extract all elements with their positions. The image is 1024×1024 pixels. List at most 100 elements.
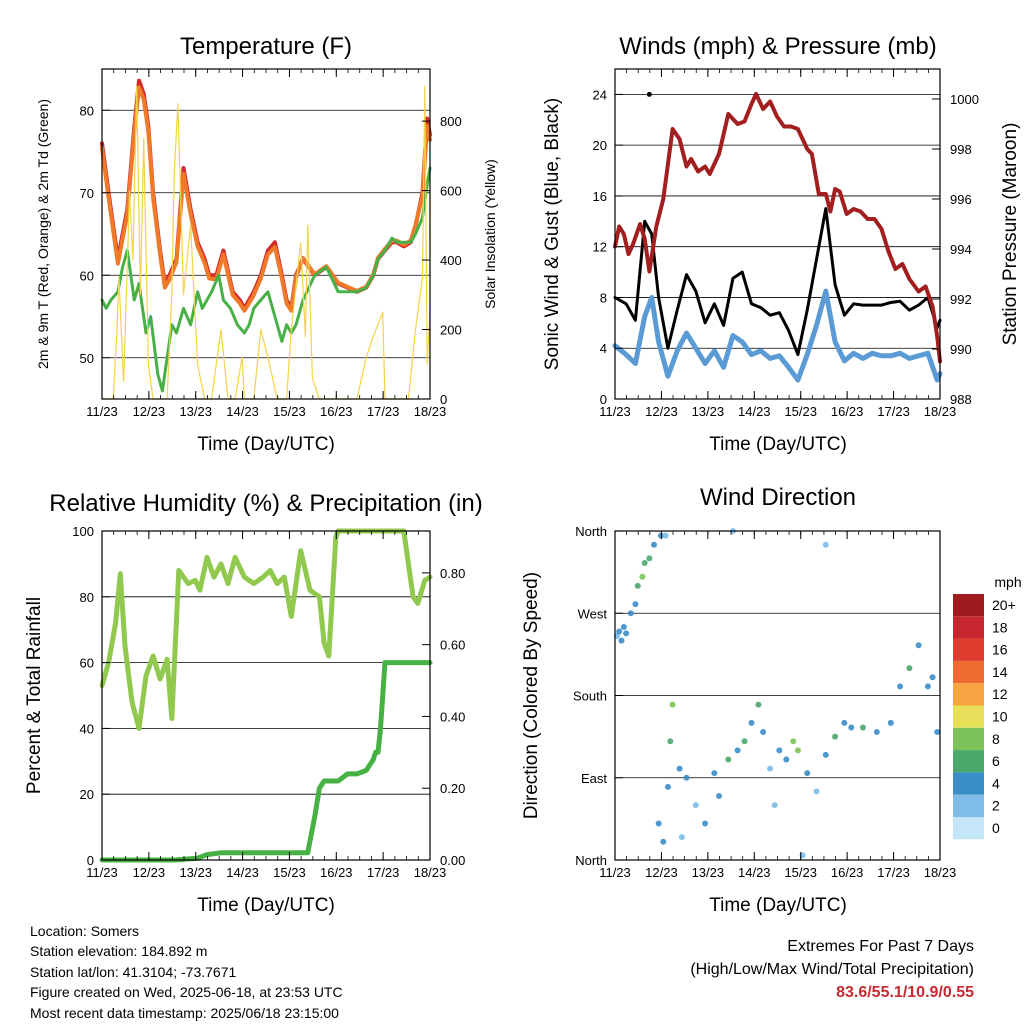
direction-point [664, 783, 671, 790]
x-tick-label: 11/23 [86, 404, 118, 419]
x-tick-label: 13/23 [179, 404, 212, 419]
y2-tick-label: 992 [950, 292, 972, 307]
direction-point [848, 724, 855, 731]
direction-point [748, 719, 755, 726]
colorbar-swatch [953, 794, 984, 817]
y-tick-label: 20 [593, 138, 607, 153]
y-tick-label: 70 [80, 186, 94, 201]
direction-point [734, 747, 741, 754]
direction-point [725, 756, 732, 763]
y-tick-label: 80 [80, 590, 94, 605]
direction-point [760, 729, 767, 736]
colorbar-label: 14 [992, 664, 1008, 680]
series-line-4 [101, 85, 431, 400]
y2-tick-label: 600 [440, 184, 462, 199]
y-tick-label: 50 [80, 351, 94, 366]
direction-point [676, 765, 683, 772]
y-tick-label: North [575, 524, 607, 539]
series-line-3 [100, 166, 432, 393]
x-tick-label: 18/23 [414, 404, 447, 419]
y-tick-label: 12 [593, 240, 607, 255]
direction-point [859, 724, 866, 731]
chart-title: Relative Humidity (%) & Precipitation (i… [49, 490, 482, 517]
x-tick-label: 13/23 [692, 865, 725, 880]
colorbar-label: 2 [992, 798, 1000, 814]
direction-point [776, 747, 783, 754]
direction-point [813, 788, 820, 795]
figure-created: Figure created on Wed, 2025-06-18, at 23… [30, 984, 343, 1001]
direction-point [906, 665, 913, 672]
extremes-box: Extremes For Past 7 Days (High/Low/Max W… [690, 935, 974, 1004]
x-tick-label: 11/23 [599, 404, 631, 419]
direction-point [804, 770, 811, 777]
station-latlon: Station lat/lon: 41.3104; -73.7671 [30, 963, 237, 980]
direction-point [662, 532, 669, 539]
direction-point [632, 601, 639, 608]
y2-tick-label: 996 [950, 192, 972, 207]
direction-point [716, 793, 722, 800]
direction-point [639, 573, 646, 580]
series-line-3 [613, 92, 942, 364]
direction-point [924, 683, 931, 690]
direction-point [634, 582, 641, 589]
y-tick-label: West [578, 606, 608, 621]
x-axis-label: Time (Day/UTC) [197, 434, 335, 455]
station-location: Location: Somers [30, 923, 139, 939]
direction-point [660, 838, 667, 845]
direction-point [620, 623, 627, 630]
y2-tick-label: 0.00 [440, 853, 465, 868]
direction-point [711, 770, 718, 777]
y-tick-label: 24 [593, 87, 607, 102]
colorbar-label: 16 [992, 642, 1008, 658]
chart-title: Wind Direction [700, 484, 856, 511]
x-tick-label: 17/23 [877, 404, 910, 419]
y-axis-label: Sonic Wind & Gust (Blue, Black) [542, 98, 563, 370]
colorbar-swatch [953, 638, 984, 661]
x-tick-label: 18/23 [924, 404, 957, 419]
chart-title: Temperature (F) [180, 33, 352, 60]
y2-tick-label: 990 [950, 342, 972, 357]
direction-point [667, 738, 674, 745]
x-axis-label: Time (Day/UTC) [709, 434, 847, 455]
colorbar-swatch [953, 772, 984, 795]
x-tick-label: 18/23 [414, 865, 447, 880]
direction-point [771, 802, 778, 809]
chart-panel-3: Relative Humidity (%) & Precipitation (i… [24, 490, 483, 916]
series-line-2 [99, 660, 433, 863]
colorbar-label: 10 [992, 709, 1008, 725]
x-tick-label: 18/23 [924, 865, 957, 880]
colorbar-swatch [953, 660, 984, 684]
x-axis-label: Time (Day/UTC) [709, 895, 847, 916]
extremes-subtitle: (High/Low/Max Wind/Total Precipitation) [690, 961, 974, 978]
direction-point [692, 802, 699, 809]
x-tick-label: 17/23 [877, 865, 910, 880]
gust-max-point [646, 91, 652, 97]
x-tick-label: 12/23 [133, 865, 166, 880]
direction-point [934, 729, 941, 736]
y2-axis-label: Station Pressure (Maroon) [1000, 123, 1021, 346]
colorbar-label: 8 [992, 731, 1000, 747]
direction-point [627, 610, 634, 617]
y-tick-label: 16 [593, 189, 607, 204]
direction-point [822, 541, 829, 548]
colorbar-label: 4 [992, 775, 1000, 791]
y2-tick-label: 0.40 [440, 709, 465, 724]
direction-point [651, 541, 657, 548]
colorbar-swatch [953, 705, 984, 728]
y2-tick-label: 200 [440, 323, 462, 338]
y-tick-label: 60 [80, 268, 94, 283]
direction-point [702, 820, 709, 827]
series-line-2 [613, 207, 942, 357]
colorbar-swatch [953, 750, 984, 773]
x-tick-label: 17/23 [367, 404, 400, 419]
y-tick-label: 4 [600, 341, 607, 356]
x-tick-label: 15/23 [273, 865, 306, 880]
x-tick-label: 16/23 [831, 404, 864, 419]
y2-tick-label: 1000 [950, 92, 979, 107]
x-tick-label: 14/23 [738, 865, 771, 880]
direction-point [741, 738, 748, 745]
direction-point [897, 683, 904, 690]
x-tick-label: 13/23 [179, 865, 212, 880]
direction-point [641, 559, 648, 566]
y-tick-label: 20 [80, 787, 94, 802]
